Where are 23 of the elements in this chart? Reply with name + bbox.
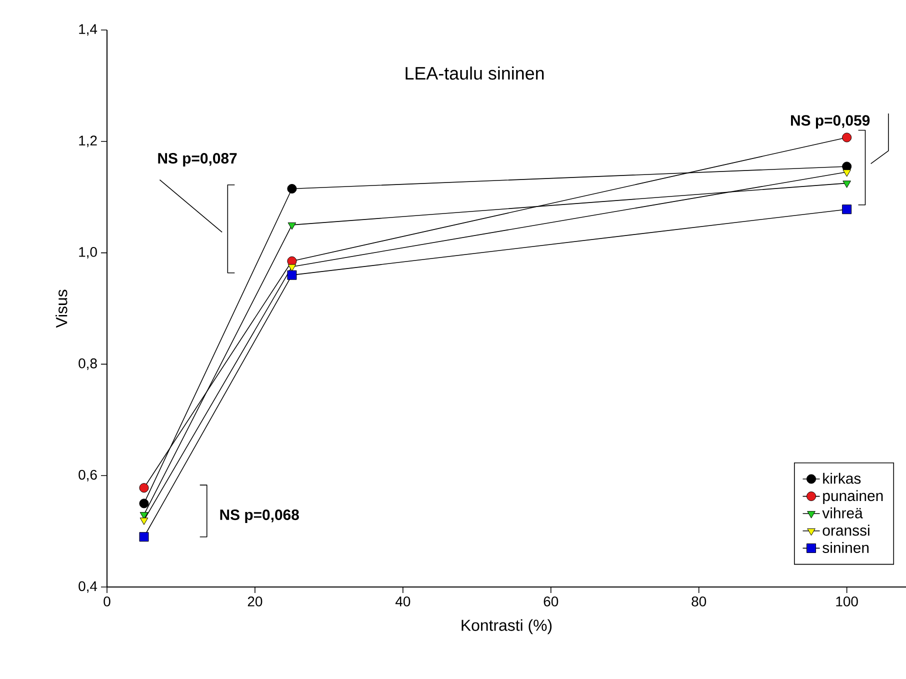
y-tick-label: 0,6 <box>78 470 97 482</box>
annotation: NS p=0,068 <box>220 509 299 524</box>
y-tick-label: 0,8 <box>78 358 97 370</box>
legend-label: sininen <box>822 542 869 554</box>
y-tick-label: 1,4 <box>79 24 98 36</box>
x-axis-title: Kontrasti (%) <box>462 619 552 634</box>
legend-label: punainen <box>823 490 883 504</box>
y-tick-label: 1,2 <box>79 136 97 148</box>
y-axis-title: Visus <box>56 290 68 328</box>
text: LEA-taulu sininen <box>406 66 544 80</box>
x-tick-label: 60 <box>544 596 558 606</box>
legend-label: oranssi <box>822 524 870 536</box>
x-tick-label: 100 <box>836 596 858 606</box>
annotation: NS p=0,087 <box>158 153 237 167</box>
legend-label: kirkas <box>823 472 861 484</box>
x-tick-label: 20 <box>248 596 262 606</box>
legend-label: vihreä <box>822 507 863 518</box>
x-tick-label: 40 <box>395 596 410 606</box>
x-tick-label: 80 <box>692 596 706 606</box>
y-tick-label: 1,0 <box>79 247 97 259</box>
annotation: NS p=0,059 <box>791 115 870 129</box>
x-tick-label: 0 <box>104 596 110 606</box>
y-tick-label: 0,4 <box>78 581 98 593</box>
